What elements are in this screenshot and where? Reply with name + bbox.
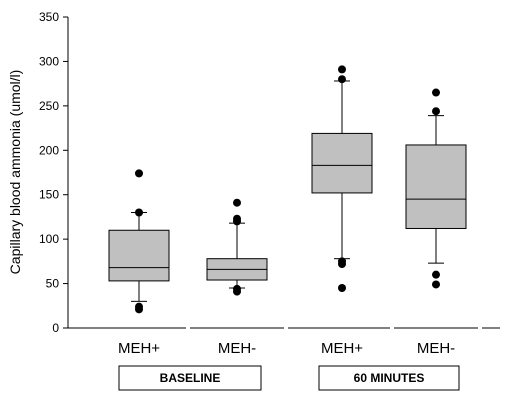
y-tick-label: 0 (52, 321, 59, 335)
x-category-label: MEH+ (321, 340, 363, 357)
box-iqr (405, 144, 467, 229)
y-tick-label: 50 (46, 277, 60, 291)
outlier-point (233, 198, 241, 207)
box-4 (405, 88, 467, 289)
group-label-text: 60 MINUTES (354, 371, 425, 385)
outlier-point (233, 214, 241, 223)
x-category-label: MEH- (417, 340, 455, 357)
outlier-point (338, 284, 346, 293)
outlier-point (233, 284, 241, 293)
y-axis-title: Capillary blood ammonia (umol/l) (7, 70, 23, 275)
box-iqr (311, 132, 373, 194)
outlier-point (432, 270, 440, 279)
outlier-point (338, 257, 346, 266)
y-tick-label: 200 (39, 143, 59, 157)
x-category-label: MEH- (218, 340, 256, 357)
y-tick-label: 250 (39, 99, 59, 113)
outlier-point (432, 88, 440, 97)
outlier-point (135, 169, 143, 178)
box-2 (206, 198, 268, 296)
group-labels: BASELINE 60 MINUTES (118, 365, 460, 391)
outlier-point (135, 302, 143, 311)
y-tick-label: 350 (39, 10, 59, 24)
outlier-point (135, 208, 143, 217)
box-iqr (108, 229, 170, 282)
x-axis: MEH+ MEH- MEH+ MEH- (68, 327, 500, 357)
y-tick-label: 300 (39, 54, 59, 68)
group-box (318, 365, 460, 391)
y-axis: 0 50 100 150 200 250 300 350 (39, 10, 69, 335)
box-3 (311, 65, 373, 293)
y-tick-label: 150 (39, 188, 59, 202)
box-series (108, 65, 467, 314)
outlier-point (432, 280, 440, 289)
box-1 (108, 169, 170, 314)
group-label-text: BASELINE (160, 371, 221, 385)
group-label-box: 60 MINUTES (318, 365, 460, 391)
outlier-point (432, 107, 440, 116)
x-category-label: MEH+ (118, 340, 160, 357)
y-tick-label: 100 (39, 232, 59, 246)
outlier-point (338, 65, 346, 74)
group-box (118, 365, 262, 391)
group-label-box: BASELINE (118, 365, 262, 391)
outlier-point (338, 75, 346, 84)
